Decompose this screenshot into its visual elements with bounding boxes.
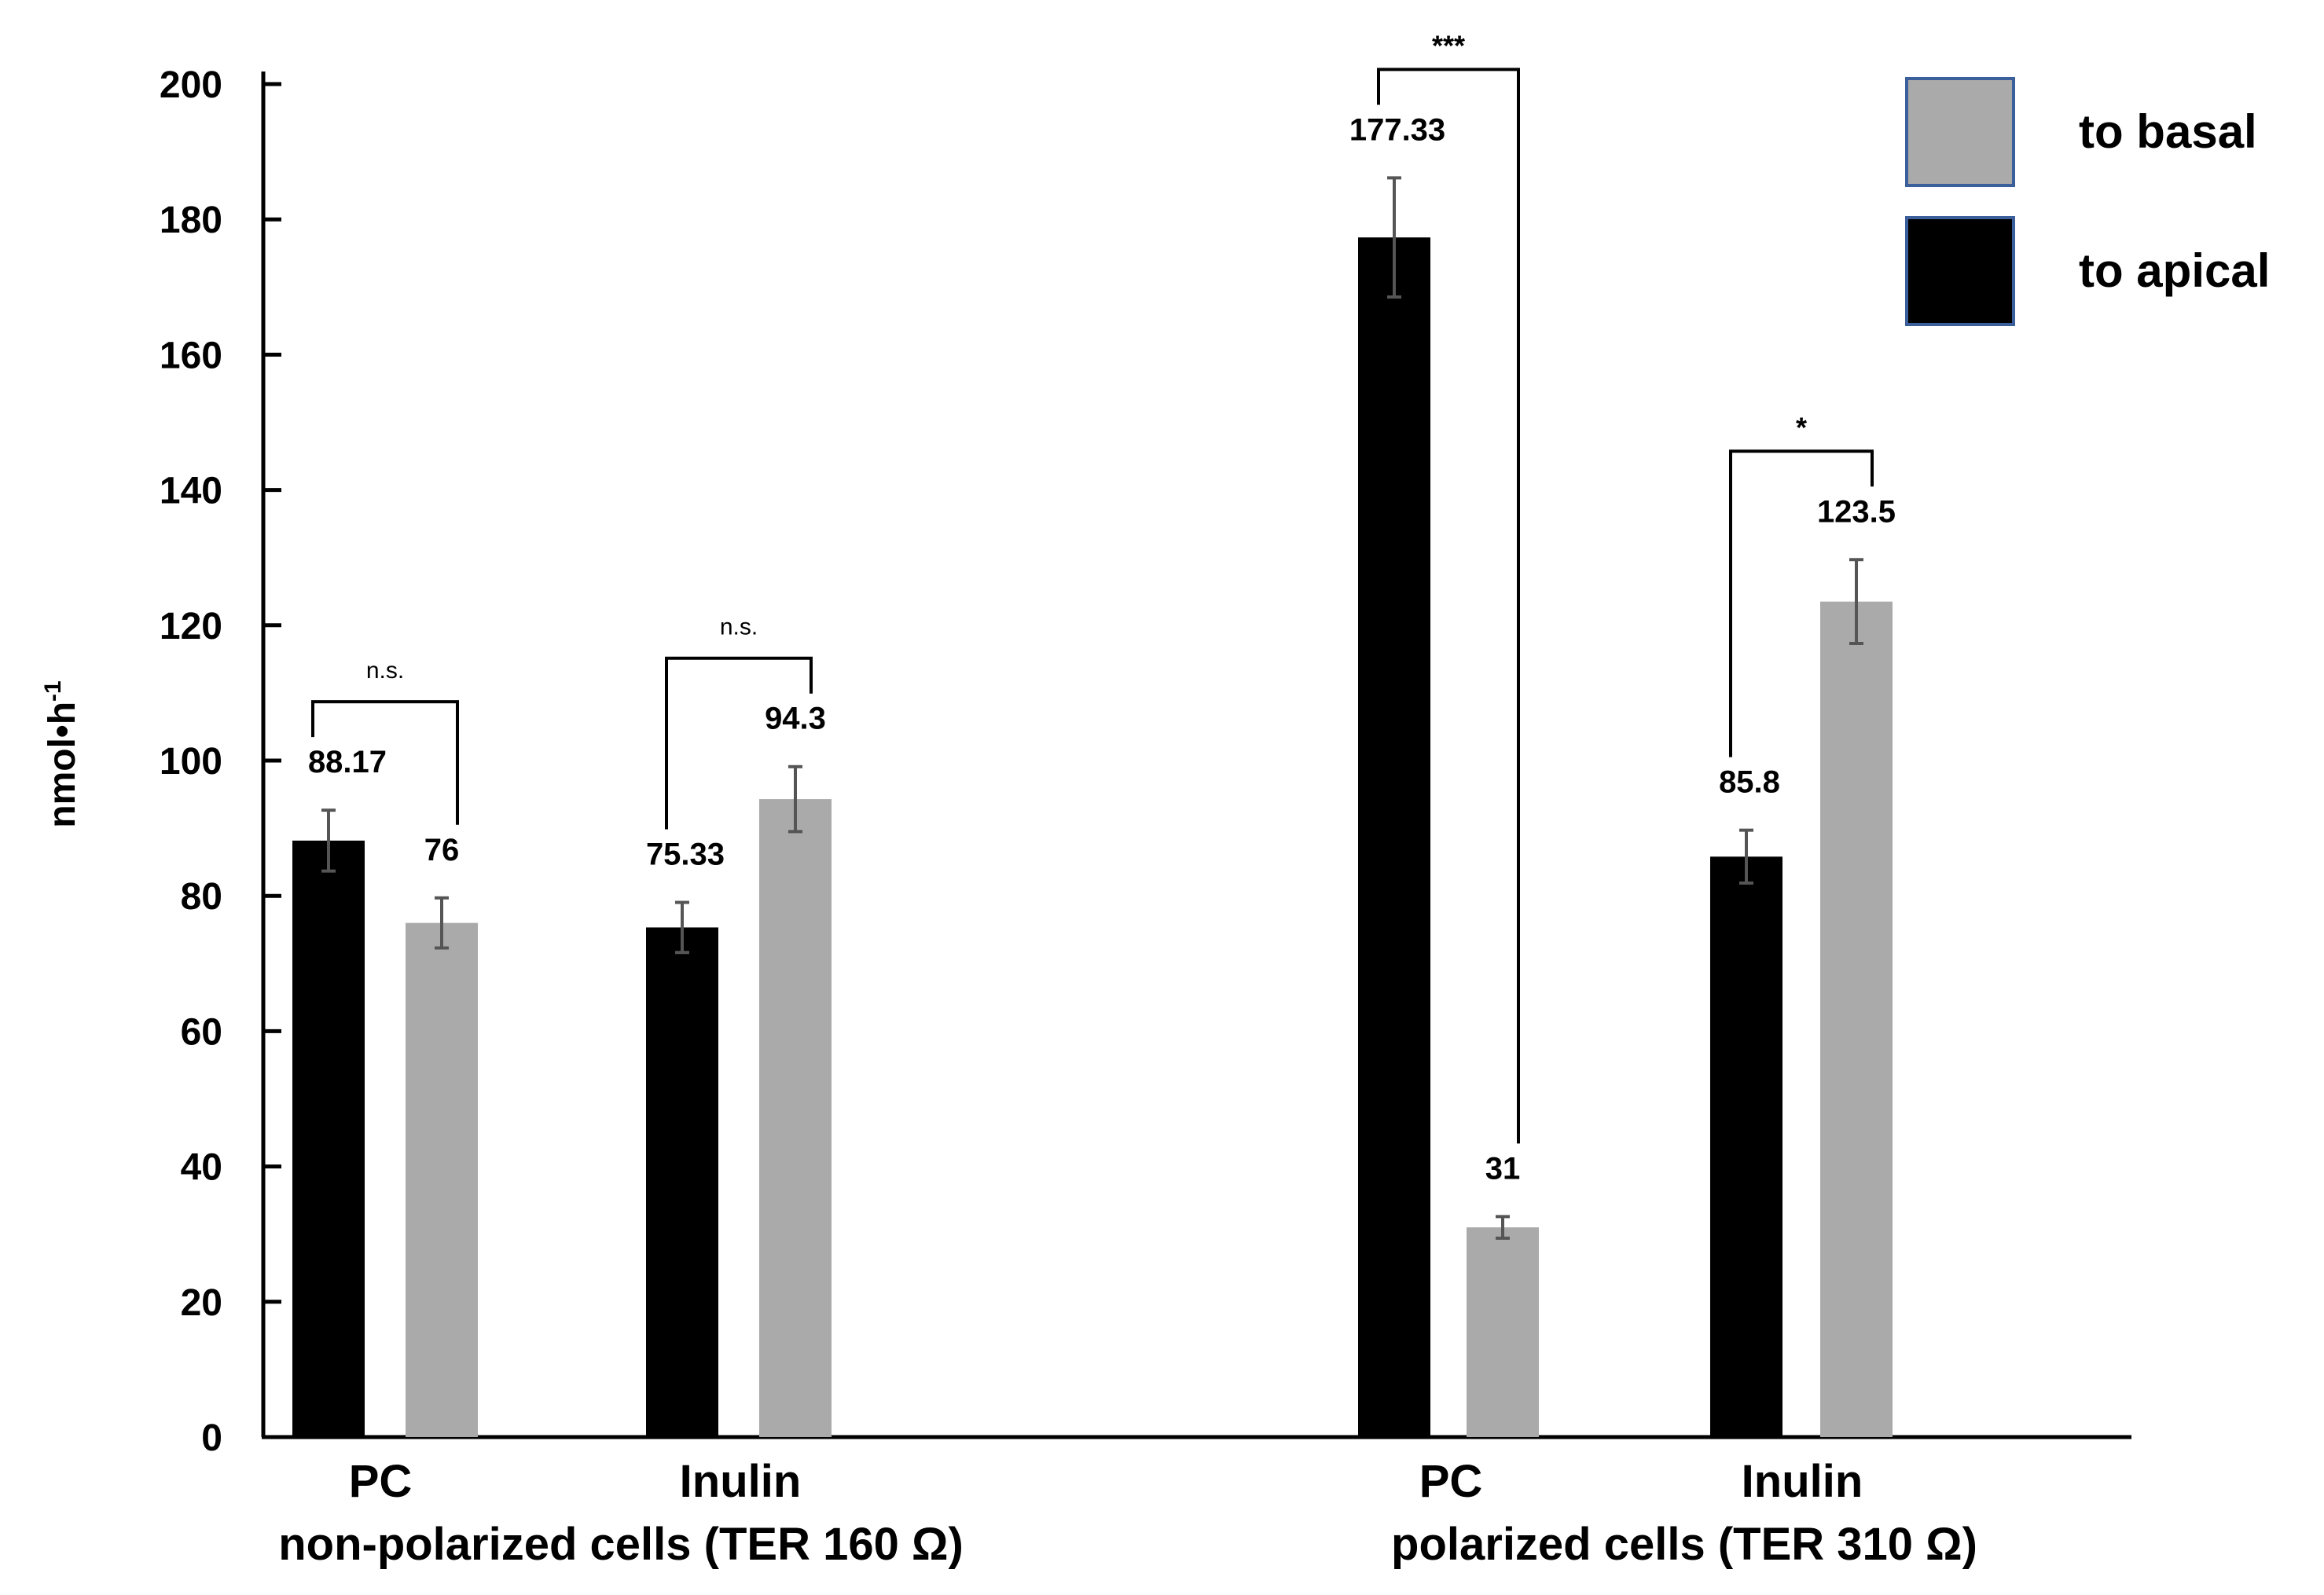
significance-label: *** (1432, 29, 1465, 61)
bar-basal (1467, 1227, 1539, 1437)
data-label: 31 (1485, 1151, 1521, 1186)
y-tick-label: 140 (160, 471, 222, 512)
y-tick-label: 100 (160, 741, 222, 783)
bar-apical (1710, 856, 1782, 1437)
significance-bracket (311, 700, 459, 825)
y-tick-label: 160 (160, 335, 222, 376)
data-label: 94.3 (765, 702, 826, 736)
category-labels: PC Inulin PC Inulin (349, 1456, 1863, 1507)
bar-basal (1820, 601, 1893, 1437)
y-axis-label-text: nmol•h (42, 702, 83, 828)
x-category-label: Inulin (1742, 1456, 1863, 1507)
error-bar (435, 896, 449, 950)
error-bar (1387, 176, 1401, 299)
error-bar (1739, 828, 1753, 885)
error-bar (788, 764, 802, 834)
significance-label: * (1796, 411, 1807, 443)
x-group-label: polarized cells (TER 310 Ω) (1391, 1519, 1977, 1570)
y-tick-label: 0 (201, 1417, 222, 1459)
error-bars (321, 176, 1863, 1240)
y-tick-label: 40 (181, 1147, 222, 1189)
y-ticks: 0 20 40 60 80 100 120 140 160 180 200 (160, 64, 281, 1459)
bar-apical (646, 927, 718, 1437)
legend-swatch-basal (1905, 77, 2015, 187)
bar-apical (292, 840, 365, 1437)
data-label: 88.17 (308, 745, 387, 779)
group-labels: non-polarized cells (TER 160 Ω) polarized… (278, 1519, 1977, 1570)
bar-basal (406, 922, 478, 1437)
significance-bracket (1729, 449, 1874, 757)
y-tick-label: 20 (181, 1282, 222, 1324)
legend: to basal to apical (1905, 77, 2270, 326)
error-bar (1496, 1215, 1510, 1240)
error-bar (1849, 558, 1863, 646)
x-category-label: PC (1419, 1456, 1483, 1507)
y-tick-label: 200 (160, 64, 222, 106)
data-label: 123.5 (1817, 494, 1896, 529)
x-category-label: Inulin (680, 1456, 802, 1507)
data-label: 75.33 (646, 838, 725, 872)
significance-bracket (665, 656, 813, 830)
y-tick-label: 180 (160, 200, 222, 241)
significance-brackets: n.s.n.s.**** (311, 29, 1874, 1144)
y-tick-label: 120 (160, 606, 222, 647)
bar-basal (759, 799, 832, 1437)
y-tick-label: 60 (181, 1011, 222, 1053)
y-axis-label: nmol•h-1 (40, 680, 83, 827)
error-bar (675, 900, 689, 955)
x-group-label: non-polarized cells (TER 160 Ω) (278, 1519, 964, 1570)
value-labels: 88.17 76 75.33 94.3 177.33 31 85.8 123.5 (308, 112, 1896, 1186)
significance-bracket (1377, 68, 1520, 1144)
data-label: 177.33 (1349, 112, 1445, 147)
legend-label: to apical (2079, 244, 2270, 297)
legend-swatch-apical (1905, 216, 2015, 326)
y-tick-label: 80 (181, 876, 222, 918)
x-category-label: PC (349, 1456, 413, 1507)
data-label: 76 (424, 833, 460, 867)
y-axis-label-superscript: -1 (40, 680, 66, 702)
error-bar (321, 808, 336, 873)
bars (292, 237, 1893, 1437)
legend-label: to basal (2079, 105, 2257, 158)
significance-label: n.s. (366, 658, 404, 684)
bar-apical (1358, 237, 1430, 1437)
significance-label: n.s. (720, 614, 758, 640)
axes (261, 72, 2131, 1439)
data-label: 85.8 (1719, 765, 1780, 800)
